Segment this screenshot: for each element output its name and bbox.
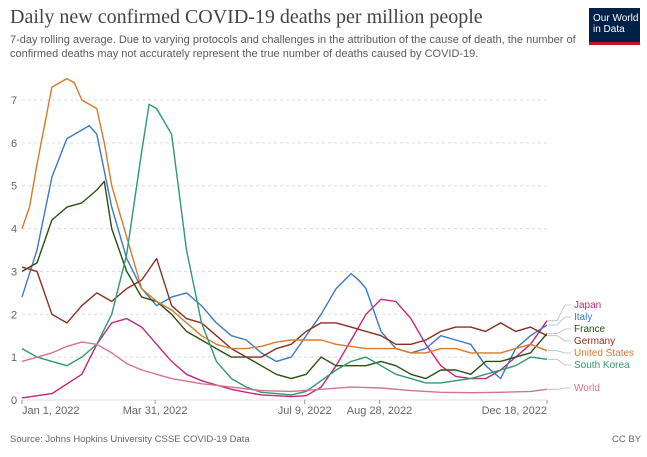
legend-connector bbox=[548, 335, 571, 342]
legend-label-france: France bbox=[574, 324, 606, 335]
y-tick-label: 3 bbox=[11, 266, 17, 278]
logo-line1: Our World bbox=[593, 13, 639, 24]
y-tick-label: 2 bbox=[11, 309, 17, 321]
y-tick-label: 0 bbox=[11, 395, 17, 407]
logo-accent-bar bbox=[589, 42, 640, 45]
legend-connector bbox=[548, 387, 571, 390]
legend-connector bbox=[548, 316, 571, 326]
legend-connector bbox=[548, 304, 571, 322]
y-tick-label: 6 bbox=[11, 138, 17, 150]
legend-label-south-korea: South Korea bbox=[574, 360, 630, 371]
legend-label-italy: Italy bbox=[574, 312, 592, 323]
series-line-france bbox=[21, 180, 548, 380]
source-note: Source: Johns Hopkins University CSSE CO… bbox=[10, 434, 250, 445]
series-line-germany bbox=[21, 257, 548, 358]
chart-title: Daily new confirmed COVID-19 deaths per … bbox=[10, 6, 483, 28]
y-tick-label: 1 bbox=[11, 352, 17, 364]
x-tick-label: Jan 1, 2022 bbox=[22, 405, 80, 417]
series-line-south-korea bbox=[21, 103, 548, 396]
legend-label-united-states: United States bbox=[574, 348, 634, 359]
legend-connector bbox=[548, 350, 571, 354]
x-tick-label: Dec 18, 2022 bbox=[482, 405, 547, 417]
x-tick-label: Aug 28, 2022 bbox=[347, 405, 412, 417]
legend-label-germany: Germany bbox=[574, 336, 615, 347]
y-tick-label: 7 bbox=[11, 95, 17, 107]
x-tick-label: Mar 31, 2022 bbox=[123, 405, 188, 417]
series-line-italy bbox=[21, 124, 548, 380]
owid-logo[interactable]: Our World in Data bbox=[589, 8, 640, 45]
y-tick-label: 5 bbox=[11, 181, 17, 193]
legend-label-world: World bbox=[574, 383, 600, 394]
license-link[interactable]: CC BY bbox=[612, 434, 642, 445]
series-line-world bbox=[21, 341, 548, 394]
legend-connector bbox=[548, 328, 571, 335]
legend-connector bbox=[548, 358, 571, 366]
x-tick-label: Jul 9, 2022 bbox=[278, 405, 332, 417]
y-tick-label: 4 bbox=[11, 224, 17, 236]
chart-subtitle: 7-day rolling average. Due to varying pr… bbox=[10, 34, 576, 60]
series-line-united-states bbox=[21, 77, 548, 354]
series-line-japan bbox=[21, 298, 548, 399]
legend-label-japan: Japan bbox=[574, 300, 601, 311]
logo-line2: in Data bbox=[593, 24, 625, 35]
